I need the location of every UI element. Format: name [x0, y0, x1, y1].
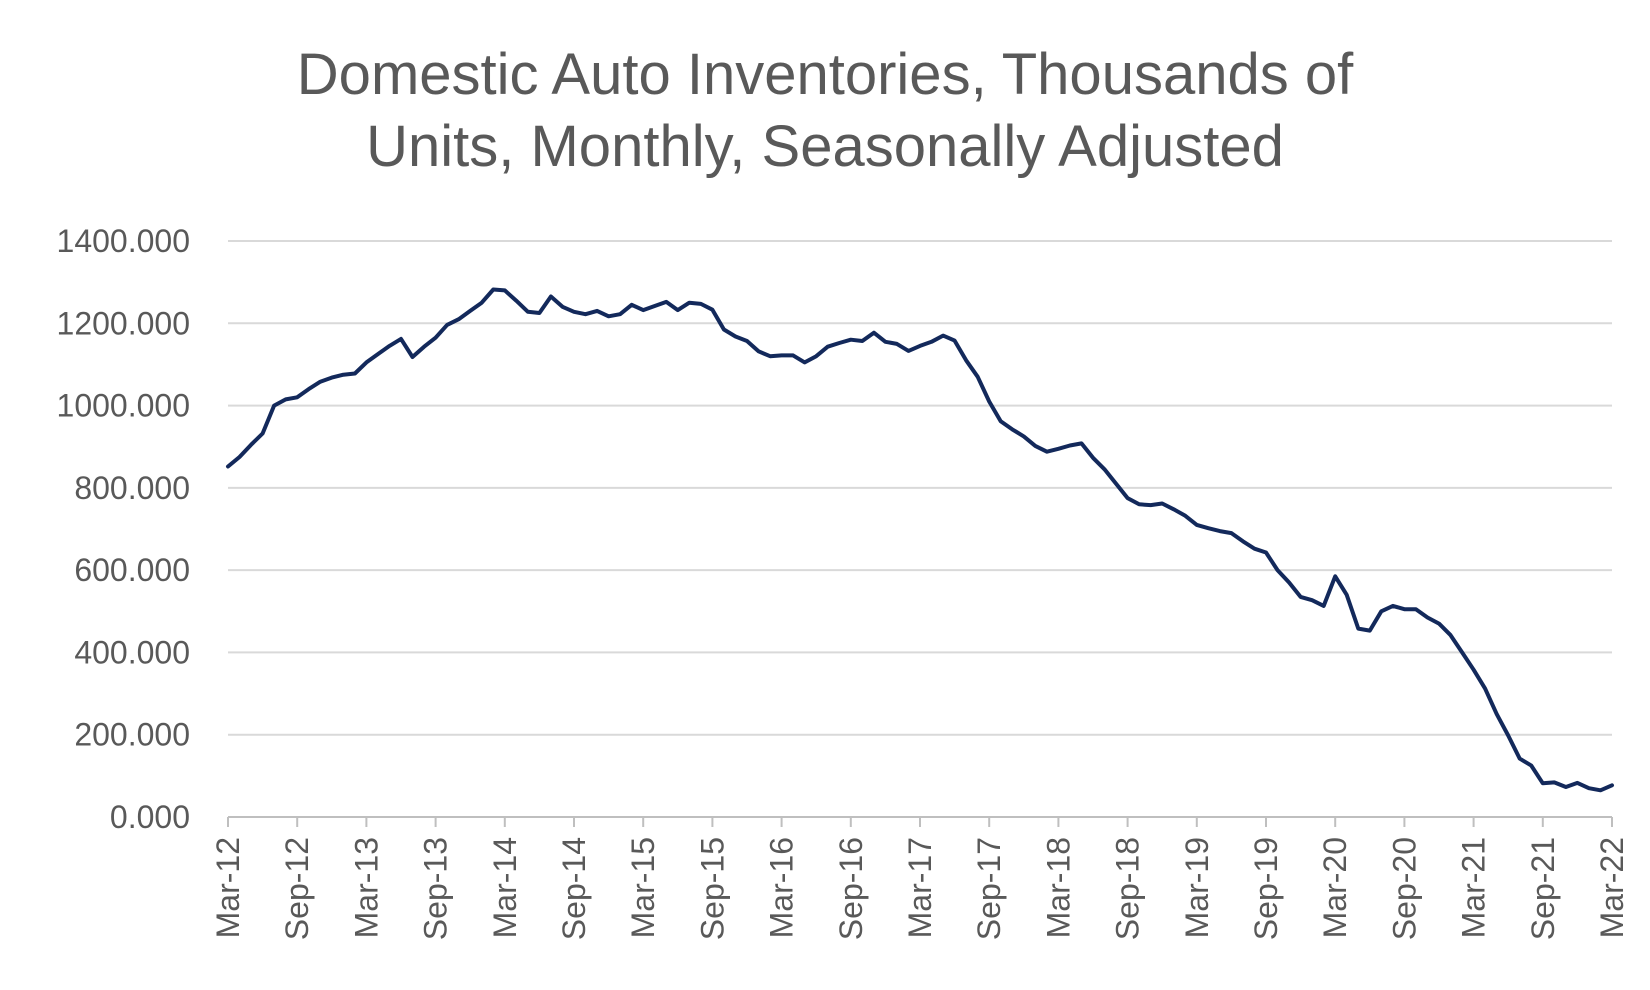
- x-tick-label: Sep-17: [971, 837, 1007, 940]
- y-tick-label: 1400.000: [57, 223, 190, 259]
- x-tick-label: Sep-18: [1110, 837, 1146, 940]
- x-tick-label: Sep-21: [1525, 837, 1561, 940]
- gridlines: [228, 240, 1612, 736]
- x-tick-label: Sep-20: [1386, 837, 1422, 940]
- series-layer: [226, 287, 1614, 793]
- series-line-0: [226, 287, 1614, 793]
- x-tick-label: Sep-19: [1248, 837, 1284, 940]
- x-tick-label: Mar-12: [210, 837, 246, 938]
- x-tick-label: Sep-14: [556, 837, 592, 940]
- y-tick-label: 200.000: [74, 717, 190, 753]
- x-tick-label: Sep-13: [418, 837, 454, 940]
- x-tick-label: Sep-12: [279, 837, 315, 940]
- x-tick-label: Mar-16: [764, 837, 800, 938]
- x-tick-label: Sep-16: [833, 837, 869, 940]
- x-tick-label: Sep-15: [694, 837, 730, 940]
- x-tick-label: Mar-21: [1456, 837, 1492, 938]
- y-tick-label: 1000.000: [57, 388, 190, 424]
- y-tick-label: 0.000: [110, 799, 190, 835]
- y-tick-label: 600.000: [74, 552, 190, 588]
- y-tick-label: 800.000: [74, 470, 190, 506]
- x-tick-label: Mar-18: [1040, 837, 1076, 938]
- x-tick-label: Mar-14: [487, 837, 523, 938]
- x-tick-label: Mar-15: [625, 837, 661, 938]
- chart-title: Domestic Auto Inventories, Thousands of …: [297, 42, 1354, 179]
- chart-title-line-1: Domestic Auto Inventories, Thousands of: [297, 42, 1354, 107]
- x-tick-label: Mar-13: [348, 837, 384, 938]
- y-axis: 0.000 200.000 400.000 600.000 800.000 1000.00…: [57, 223, 190, 835]
- chart-title-line-2: Units, Monthly, Seasonally Adjusted: [366, 114, 1284, 179]
- x-tick-label: Mar-20: [1317, 837, 1353, 938]
- x-axis: Mar-12 Sep-12 Mar-13 Sep-13 Mar-14 Sep-14 Mar-…: [210, 816, 1630, 940]
- x-tick-label: Mar-19: [1179, 837, 1215, 938]
- y-tick-label: 1200.000: [57, 305, 190, 341]
- x-tick-label: Mar-17: [902, 837, 938, 938]
- y-tick-label: 400.000: [74, 634, 190, 670]
- x-tick-label: Mar-22: [1594, 837, 1630, 938]
